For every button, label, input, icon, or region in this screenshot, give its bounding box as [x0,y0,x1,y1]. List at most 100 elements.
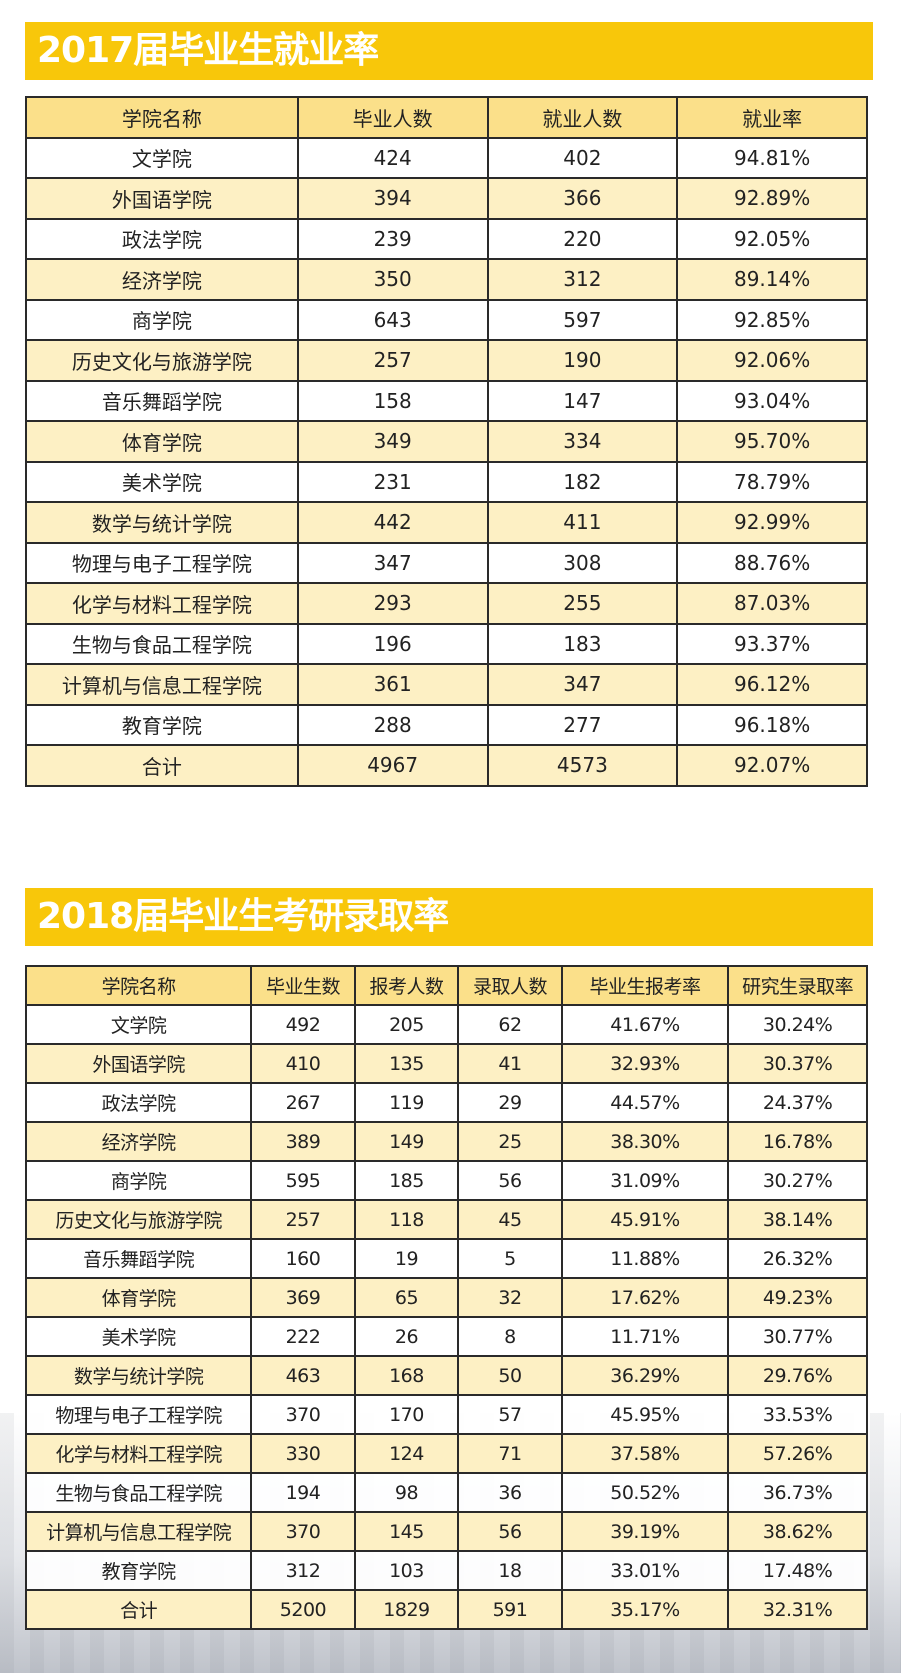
college-name-cell: 教育学院 [24,1550,253,1591]
value-cell: 277 [486,703,679,746]
value-cell: 402 [486,136,679,179]
value-cell: 19 [353,1238,460,1279]
value-cell: 222 [250,1316,356,1357]
value-cell: 38.14% [727,1199,868,1240]
value-cell: 595 [250,1160,356,1201]
value-cell: 182 [486,460,679,503]
college-name-cell: 历史文化与旅游学院 [24,1199,253,1240]
value-cell: 30.37% [727,1043,868,1084]
value-cell: 160 [250,1238,356,1279]
value-cell: 5 [457,1238,563,1279]
table-row: 物理与电子工程学院 347 308 88.76% [25,541,868,584]
total-row: 合计 4967 4573 92.07% [25,744,868,787]
table-row: 教育学院 312 103 18 33.01% 17.48% [24,1550,868,1591]
college-name-cell: 物理与电子工程学院 [25,541,299,584]
value-cell: 38.30% [560,1121,730,1162]
value-cell: 231 [296,460,489,503]
value-cell: 45 [457,1199,563,1240]
table-row: 政法学院 239 220 92.05% [25,217,868,260]
total-label-cell: 合计 [24,1589,253,1630]
table-row: 政法学院 267 119 29 44.57% 24.37% [24,1082,868,1123]
value-cell: 62 [457,1004,563,1045]
value-cell: 29.76% [727,1355,868,1396]
table-row: 历史文化与旅游学院 257 118 45 45.91% 38.14% [24,1199,868,1240]
college-name-cell: 化学与材料工程学院 [25,582,299,625]
table-row: 文学院 424 402 94.81% [25,136,868,179]
value-cell: 29 [457,1082,563,1123]
value-cell: 220 [486,217,679,260]
value-cell: 41 [457,1043,563,1084]
table-row: 教育学院 288 277 96.18% [25,703,868,746]
value-cell: 33.53% [727,1394,868,1435]
table-row: 文学院 492 205 62 41.67% 30.24% [24,1004,868,1045]
total-value-cell: 4967 [296,744,489,787]
postgrad-admission-table-2018: 学院名称 毕业生数 报考人数 录取人数 毕业生报考率 研究生录取率 文学院 492 205 62 4… [24,965,868,1630]
value-cell: 16.78% [727,1121,868,1162]
table-row: 商学院 643 597 92.85% [25,298,868,341]
value-cell: 33.01% [560,1550,730,1591]
total-value-cell: 1829 [353,1589,460,1630]
college-name-cell: 商学院 [24,1160,253,1201]
value-cell: 347 [296,541,489,584]
column-header: 就业人数 [486,96,679,139]
value-cell: 26 [353,1316,460,1357]
value-cell: 26.32% [727,1238,868,1279]
value-cell: 87.03% [676,582,868,625]
value-cell: 36 [457,1472,563,1513]
value-cell: 94.81% [676,136,868,179]
value-cell: 370 [250,1511,356,1552]
section-title-2017-employment: 2017届毕业生就业率 [25,22,873,80]
value-cell: 308 [486,541,679,584]
value-cell: 194 [250,1472,356,1513]
value-cell: 168 [353,1355,460,1396]
college-name-cell: 文学院 [25,136,299,179]
value-cell: 45.95% [560,1394,730,1435]
value-cell: 410 [250,1043,356,1084]
value-cell: 411 [486,501,679,544]
table-row: 美术学院 231 182 78.79% [25,460,868,503]
value-cell: 347 [486,663,679,706]
value-cell: 96.12% [676,663,868,706]
value-cell: 196 [296,622,489,665]
value-cell: 643 [296,298,489,341]
college-name-cell: 政法学院 [25,217,299,260]
table-row: 美术学院 222 26 8 11.71% 30.77% [24,1316,868,1357]
value-cell: 92.85% [676,298,868,341]
value-cell: 38.62% [727,1511,868,1552]
college-name-cell: 计算机与信息工程学院 [24,1511,253,1552]
value-cell: 89.14% [676,258,868,301]
value-cell: 96.18% [676,703,868,746]
value-cell: 30.27% [727,1160,868,1201]
college-name-cell: 化学与材料工程学院 [24,1433,253,1474]
value-cell: 36.29% [560,1355,730,1396]
value-cell: 17.62% [560,1277,730,1318]
value-cell: 257 [296,339,489,382]
column-header: 毕业生报考率 [560,965,730,1006]
table-row: 外国语学院 410 135 41 32.93% 30.37% [24,1043,868,1084]
value-cell: 389 [250,1121,356,1162]
value-cell: 361 [296,663,489,706]
column-header: 录取人数 [457,965,563,1006]
value-cell: 183 [486,622,679,665]
total-value-cell: 4573 [486,744,679,787]
value-cell: 37.58% [560,1433,730,1474]
value-cell: 50.52% [560,1472,730,1513]
value-cell: 17.48% [727,1550,868,1591]
total-value-cell: 35.17% [560,1589,730,1630]
value-cell: 92.89% [676,177,868,220]
table-header-row: 学院名称 毕业生数 报考人数 录取人数 毕业生报考率 研究生录取率 [24,965,868,1006]
table-row: 生物与食品工程学院 196 183 93.37% [25,622,868,665]
value-cell: 71 [457,1433,563,1474]
table-row: 经济学院 389 149 25 38.30% 16.78% [24,1121,868,1162]
value-cell: 349 [296,420,489,463]
value-cell: 65 [353,1277,460,1318]
value-cell: 330 [250,1433,356,1474]
value-cell: 92.99% [676,501,868,544]
value-cell: 135 [353,1043,460,1084]
value-cell: 370 [250,1394,356,1435]
value-cell: 31.09% [560,1160,730,1201]
value-cell: 56 [457,1511,563,1552]
value-cell: 366 [486,177,679,220]
value-cell: 57.26% [727,1433,868,1474]
college-name-cell: 体育学院 [24,1277,253,1318]
